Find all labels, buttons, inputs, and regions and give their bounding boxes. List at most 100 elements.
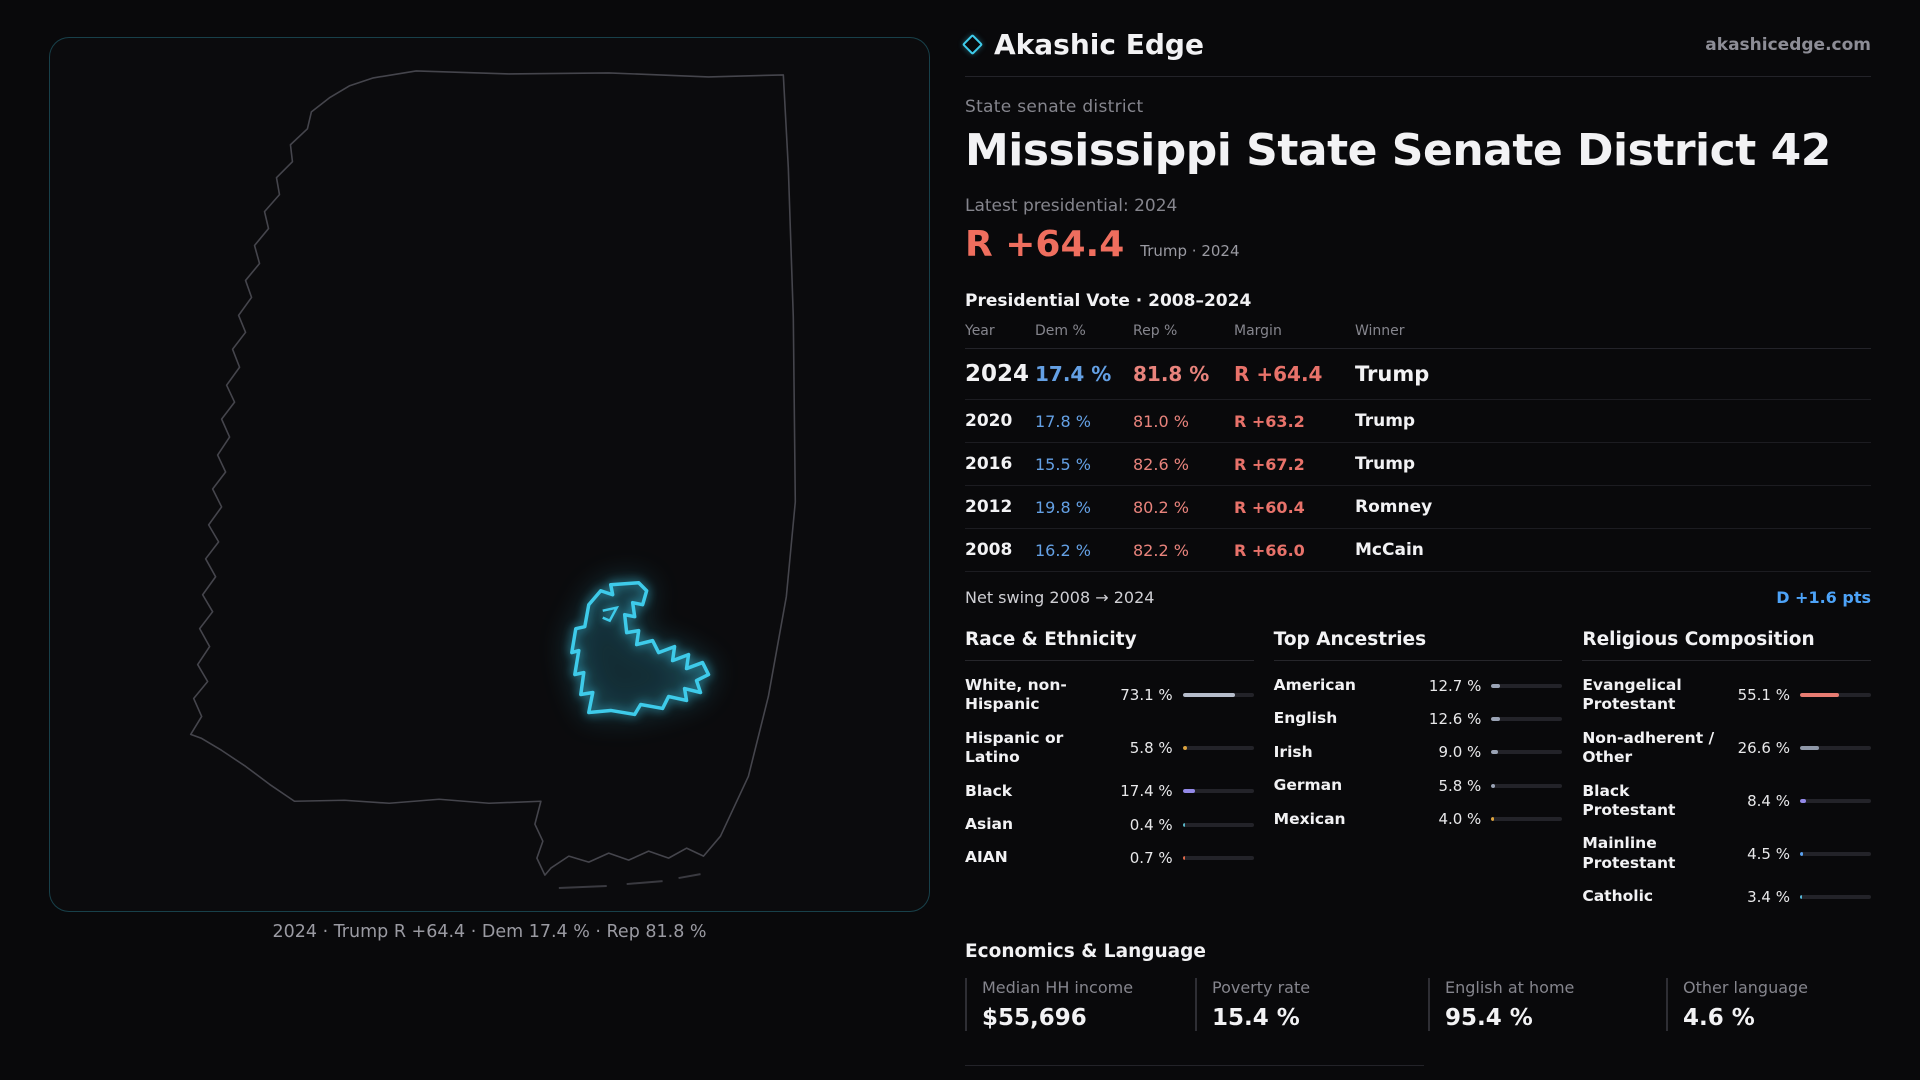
row-rep: 82.6 % [1133, 454, 1189, 474]
list-item: Catholic 3.4 % [1582, 880, 1871, 913]
mini-bar [1491, 683, 1563, 688]
row-year: 2008 [965, 540, 1013, 560]
mini-bar [1182, 746, 1254, 751]
list-item: AIAN 0.7 % [965, 841, 1254, 874]
list-item: Evangelical Protestant 55.1 % [1582, 669, 1871, 722]
mini-bar [1491, 750, 1563, 755]
row-dem: 15.5 % [1035, 454, 1091, 474]
list-item: Irish 9.0 % [1274, 736, 1563, 769]
row-year: 2020 [965, 411, 1013, 431]
economics-title: Economics & Language [965, 941, 1206, 963]
headline-margin: R +64.4 Trump · 2024 [965, 224, 1871, 265]
headline-margin-context: Trump · 2024 [1140, 242, 1240, 260]
list-item: American 12.7 % [1274, 669, 1563, 702]
row-dem: 19.8 % [1035, 497, 1091, 517]
site-link[interactable]: akashicedge.com [1705, 34, 1871, 55]
mini-bar [1182, 855, 1254, 860]
headline-margin-value: R +64.4 [965, 224, 1125, 265]
row-margin: R +66.0 [1234, 540, 1305, 560]
row-winner: Trump [1355, 454, 1416, 474]
col-dem: Dem % [1035, 323, 1086, 339]
map-caption: 2024 · Trump R +64.4 · Dem 17.4 % · Rep … [272, 922, 707, 942]
list-item: Mainline Protestant 4.5 % [1582, 827, 1871, 880]
race-ethnicity-section: Race & Ethnicity White, non-Hispanic 73.… [965, 629, 1254, 913]
list-item: German 5.8 % [1274, 769, 1563, 802]
row-winner: McCain [1355, 540, 1424, 560]
vote-table-title: Presidential Vote · 2008–2024 [965, 291, 1252, 311]
brand: Akashic Edge [961, 28, 1204, 61]
list-item: Hispanic or Latino 5.8 % [965, 722, 1254, 775]
row-dem: 16.2 % [1035, 540, 1091, 560]
barrier-islands [558, 873, 701, 890]
mini-bar [1799, 851, 1871, 856]
brand-name: Akashic Edge [994, 28, 1204, 61]
table-row: 2012 19.8 % 80.2 % R +60.4 Romney [965, 486, 1871, 529]
col-margin: Margin [1234, 323, 1282, 339]
row-rep: 81.0 % [1133, 411, 1189, 431]
row-winner: Trump [1355, 362, 1430, 386]
row-margin: R +63.2 [1234, 411, 1305, 431]
row-rep: 80.2 % [1133, 497, 1189, 517]
table-row: 2008 16.2 % 82.2 % R +66.0 McCain [965, 529, 1871, 572]
mini-bar [1799, 746, 1871, 751]
vote-table-header: Year Dem % Rep % Margin Winner [965, 323, 1871, 349]
latest-label: Latest presidential: 2024 [965, 196, 1178, 216]
list-item: Non-adherent / Other 26.6 % [1582, 722, 1871, 775]
mini-bar [1799, 693, 1871, 698]
list-item: Asian 0.4 % [965, 808, 1254, 841]
table-row: 2020 17.8 % 81.0 % R +63.2 Trump [965, 400, 1871, 443]
section-title: Race & Ethnicity [965, 629, 1254, 661]
stat-english-at-home: English at home 95.4 % [1428, 978, 1666, 1032]
row-rep: 82.2 % [1133, 540, 1189, 560]
mini-bar [1799, 798, 1871, 803]
row-winner: Trump [1355, 411, 1416, 431]
religion-section: Religious Composition Evangelical Protes… [1582, 629, 1871, 913]
detail-panel: Akashic Edge akashicedge.com State senat… [961, 28, 1871, 1080]
row-winner: Romney [1355, 497, 1433, 517]
mini-bar [1182, 693, 1254, 698]
stat-median-hh-income: Median HH income $55,696 [965, 978, 1195, 1032]
mississippi-map[interactable] [50, 38, 929, 911]
mini-bar [1491, 817, 1563, 822]
mini-bar [1491, 783, 1563, 788]
mini-bar [1491, 717, 1563, 722]
brand-diamond-icon [961, 33, 984, 56]
map-panel [49, 37, 930, 912]
footer-divider [965, 1065, 1424, 1067]
district-42-shape[interactable] [570, 581, 711, 717]
net-swing-value: D +1.6 pts [1776, 588, 1871, 607]
section-title: Religious Composition [1582, 629, 1871, 661]
mini-bar [1182, 789, 1254, 794]
district-kicker: State senate district [965, 97, 1144, 117]
row-margin: R +64.4 [1234, 362, 1323, 386]
header: Akashic Edge akashicedge.com [961, 28, 1871, 77]
col-rep: Rep % [1133, 323, 1178, 339]
row-margin: R +67.2 [1234, 454, 1305, 474]
economics-stats: Median HH income $55,696 Poverty rate 15… [965, 978, 1871, 1032]
stat-poverty-rate: Poverty rate 15.4 % [1195, 978, 1428, 1032]
col-year: Year [965, 323, 995, 339]
row-dem: 17.4 % [1035, 362, 1112, 386]
stat-other-language: Other language 4.6 % [1666, 978, 1871, 1032]
table-row: 2016 15.5 % 82.6 % R +67.2 Trump [965, 443, 1871, 486]
row-dem: 17.8 % [1035, 411, 1091, 431]
row-year: 2012 [965, 497, 1013, 517]
row-year: 2024 [965, 361, 1030, 387]
list-item: Mexican 4.0 % [1274, 803, 1563, 836]
list-item: English 12.6 % [1274, 702, 1563, 735]
mini-bar [1799, 894, 1871, 899]
list-item: Black Protestant 8.4 % [1582, 775, 1871, 828]
district-inner-boundary [602, 605, 620, 623]
table-row: 2024 17.4 % 81.8 % R +64.4 Trump [965, 349, 1871, 400]
col-winner: Winner [1355, 323, 1405, 339]
ancestries-section: Top Ancestries American 12.7 % English 1… [1273, 629, 1563, 913]
list-item: White, non-Hispanic 73.1 % [965, 669, 1254, 722]
net-swing-label: Net swing 2008 → 2024 [965, 588, 1155, 607]
mini-bar [1182, 822, 1254, 827]
row-year: 2016 [965, 454, 1013, 474]
page-title: Mississippi State Senate District 42 [965, 125, 1831, 176]
section-title: Top Ancestries [1273, 629, 1563, 661]
row-rep: 81.8 % [1133, 362, 1210, 386]
state-outline [189, 70, 797, 876]
